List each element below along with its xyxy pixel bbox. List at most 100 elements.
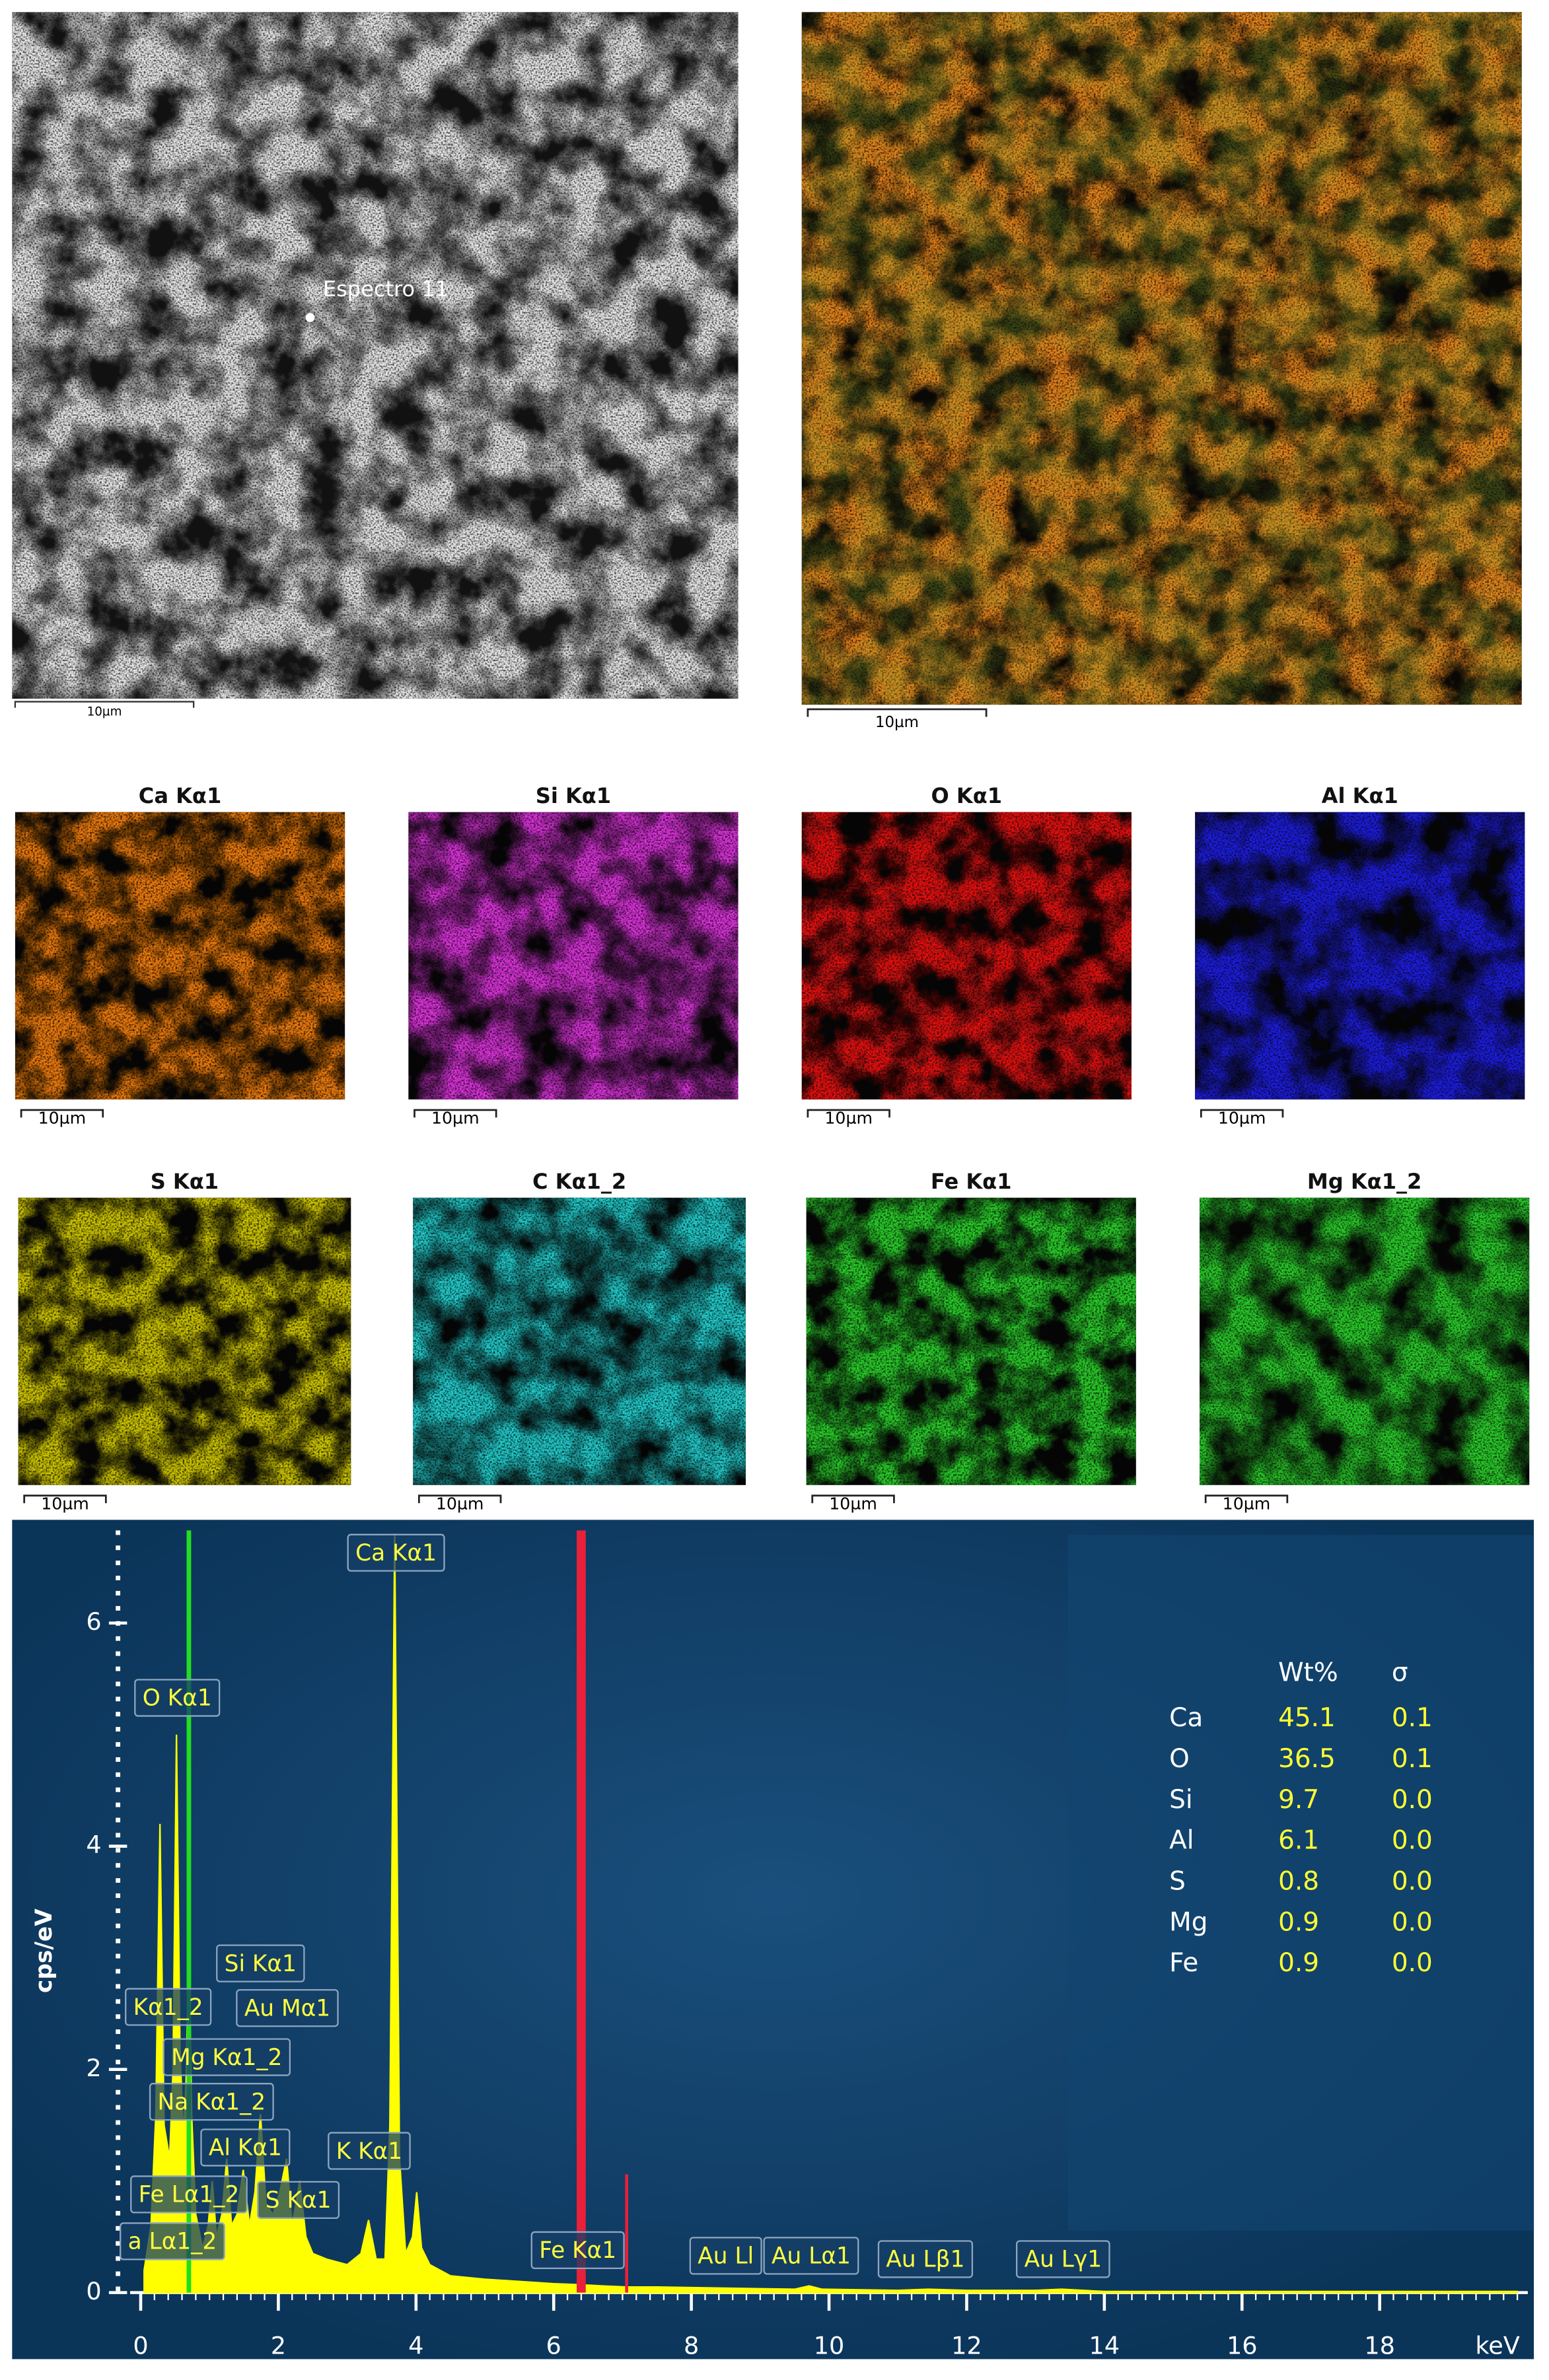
peak-label-box [877,2240,974,2278]
map-title: S Kα1 [151,1169,219,1194]
table-cell: S [1169,1867,1186,1897]
peak-label-box [130,2175,248,2214]
table-header: σ [1392,1658,1408,1688]
peak-label-box [120,2222,225,2260]
composite-overlay [801,12,1522,705]
table-cell: 0.1 [1392,1744,1433,1774]
scale-label: 10µm [824,1109,873,1128]
peak-label: S Kα1 [266,2187,332,2214]
table-cell: 45.1 [1278,1703,1336,1733]
y-tick-label: 6 [86,1607,101,1636]
peak-label-box [236,1989,339,2027]
peak-label-box [530,2231,625,2270]
table-cell: 9.7 [1278,1785,1319,1815]
table-cell: 0.0 [1392,1867,1433,1897]
table-cell: Ca [1169,1703,1203,1733]
peak-label: Au Lγ1 [1025,2247,1102,2273]
x-tick-label: 0 [133,2332,148,2360]
scale-label: 10µm [87,705,122,719]
table-header: Wt% [1278,1658,1338,1688]
table-cell: 0.0 [1392,1826,1433,1856]
element-maps: Ca Kα1 10µm Si Kα1 10µm O Kα1 10µm Al Kα1 10µm S… [15,783,1530,1514]
scale-label: 10µm [1223,1494,1271,1514]
x-tick-label: 2 [271,2332,286,2360]
y-tick-label: 2 [86,2054,101,2082]
x-tick-label: 4 [408,2332,423,2360]
map-image [408,812,738,1100]
scale-label: 10µm [1218,1109,1266,1128]
y-axis-label: cps/eV [31,1908,57,1993]
map-image [806,1197,1136,1485]
map-image [413,1197,746,1485]
table-cell: Al [1169,1826,1194,1856]
table-cell: 0.0 [1392,1785,1433,1815]
map-title: O Kα1 [931,783,1003,808]
table-cell: O [1169,1744,1190,1774]
x-axis-label: keV [1475,2332,1520,2360]
map-title: Si Kα1 [536,783,611,808]
map-image [18,1197,351,1485]
map-title: C Kα1_2 [532,1169,626,1194]
peak-label: Al Kα1 [209,2135,282,2161]
x-tick-label: 10 [814,2332,845,2360]
peak-label: Si Kα1 [225,1951,297,1977]
table-cell: 0.0 [1392,1948,1433,1978]
peak-label-box [134,1679,221,1717]
table-cell: 0.1 [1392,1703,1433,1733]
scale-bar [811,1494,895,1504]
table-cell: 0.8 [1278,1867,1319,1897]
x-tick-label: 14 [1089,2332,1120,2360]
spectrum-chart: 0 2 4 6 8 10 12 14 16 18 0 2 4 6 keV cps/eV Ca Kα1 O Kα1 S… [31,1530,1528,2360]
peak-label: Kα1_2 [133,1994,203,2021]
scale-bar [23,1494,107,1504]
scale-bar [807,1109,890,1118]
peak-label: O Kα1 [143,1685,212,1712]
x-tick-label: 8 [684,2332,699,2360]
scale-bar [1204,1494,1289,1504]
table-cell: 0.0 [1392,1907,1433,1937]
table-cell: Si [1169,1785,1193,1815]
peak-label: K Kα1 [336,2138,402,2165]
table-cell: Mg [1169,1907,1207,1937]
peak-label-box [200,2128,291,2167]
map-image [1199,1197,1530,1485]
peak-label: Au Ll [698,2243,754,2270]
x-tick-label: 18 [1364,2332,1395,2360]
x-tick-label: 12 [951,2332,982,2360]
sem-image [12,12,738,699]
peak-label-box [125,1988,212,2026]
map-image [1195,812,1525,1100]
scale-bar [414,1109,497,1118]
scale-label: 10µm [875,714,919,731]
peak-label: Mg Kα1_2 [171,2045,282,2071]
peak-label-box [257,2181,340,2220]
map-title: Al Kα1 [1322,783,1398,808]
scale-bar [20,1109,104,1118]
map-image [801,812,1132,1100]
table-cell: 0.9 [1278,1907,1319,1937]
scale-label: 10µm [38,1109,87,1128]
table-cell: Fe [1169,1948,1198,1978]
scale-label: 10µm [431,1109,480,1128]
x-tick-label: 16 [1227,2332,1258,2360]
scale-bar [1200,1109,1284,1118]
peak-label-box [689,2237,762,2275]
peak-label-box [149,2083,274,2121]
peak-label-box [347,1533,445,1572]
peak-label-box [328,2132,411,2170]
spot-label: Espectro 11 [323,277,449,302]
peak-label: a Lα1_2 [128,2229,217,2255]
peak-label: Au Lβ1 [886,2247,964,2273]
scale-label: 10µm [41,1494,89,1514]
spot-marker [305,313,315,322]
peak-label-box [162,2038,291,2076]
peak-label: Au Lα1 [772,2243,851,2270]
scale-label: 10µm [829,1494,877,1514]
map-image [15,812,345,1100]
table-cell: 36.5 [1278,1744,1336,1774]
table-cell: 0.9 [1278,1948,1319,1978]
peak-label: Fe Lα1_2 [139,2182,239,2208]
map-title: Ca Kα1 [139,783,221,808]
peak-label: Na Kα1_2 [158,2089,266,2115]
